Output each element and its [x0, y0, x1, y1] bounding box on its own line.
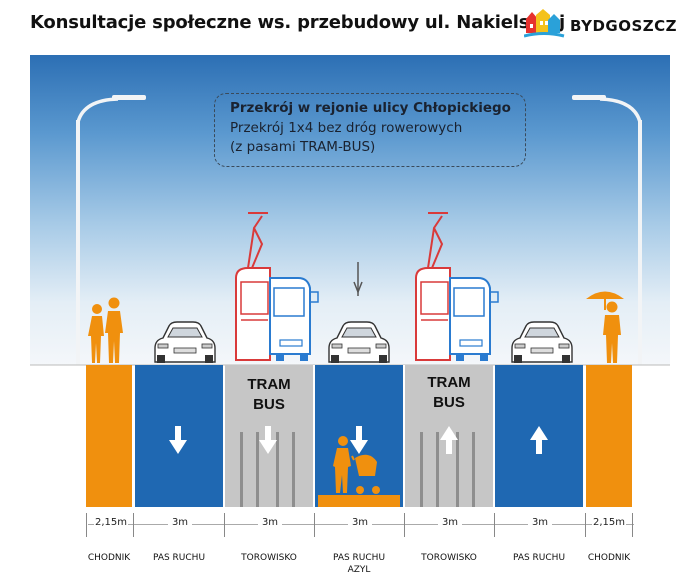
info-line-2: Przekrój 1x4 bez dróg rowerowych	[230, 120, 463, 136]
city-crest-icon	[523, 9, 565, 38]
lane-caption: PAS RUCHU	[152, 553, 206, 563]
dimension-tick	[585, 513, 586, 537]
arrow-up-icon	[440, 426, 458, 454]
width-label: 2,15m	[592, 517, 626, 528]
lane-caption: TOROWISKO	[241, 553, 297, 563]
dimension-tick	[632, 513, 633, 537]
center-pole-icon	[353, 262, 363, 296]
dimension-tick	[133, 513, 134, 537]
track-right-labels: TRAM BUS	[405, 365, 493, 507]
width-label: 2,15m	[94, 517, 128, 528]
car-icon-center	[328, 321, 390, 363]
lane-caption-line2: AZYL	[347, 565, 371, 575]
dimension-tick	[224, 513, 225, 537]
dimension-tick	[404, 513, 405, 537]
width-label: 3m	[348, 517, 372, 528]
car-icon-right	[511, 321, 573, 363]
width-label: 3m	[258, 517, 282, 528]
logo-text: BYDGOSZCZ	[570, 17, 678, 35]
arrow-down-icon	[259, 426, 277, 454]
lane-caption: CHODNIK	[587, 553, 631, 563]
pedestrian-refuge-icon	[318, 436, 400, 507]
sky-background	[30, 55, 670, 365]
lane-caption: PAS RUCHU AZYL	[315, 552, 403, 576]
rails-left	[240, 432, 295, 507]
width-label: 3m	[438, 517, 462, 528]
street-lamp-left	[76, 95, 146, 365]
sidewalk-right	[586, 365, 632, 507]
lane-caption: TOROWISKO	[421, 553, 477, 563]
dimension-tick	[86, 513, 87, 537]
page-title: Konsultacje społeczne ws. przebudowy ul.…	[30, 12, 565, 33]
width-label: 3m	[528, 517, 552, 528]
arrow-up-icon	[530, 426, 548, 454]
city-logo: BYDGOSZCZ	[523, 9, 684, 41]
dimension-tick	[494, 513, 495, 537]
tram-label: TRAM	[247, 376, 291, 393]
bus-label: BUS	[253, 396, 285, 413]
info-line-3: (z pasami TRAM-BUS)	[230, 139, 376, 155]
pedestrians-couple-icon	[88, 297, 123, 363]
rails-right	[420, 432, 475, 507]
street-lamp-right	[572, 95, 642, 365]
info-title: Przekrój w rejonie ulicy Chłopickiego	[230, 100, 511, 116]
tram-bus-icon-left	[235, 212, 319, 361]
pedestrian-umbrella-icon	[586, 291, 624, 363]
lane-caption: PAS RUCHU	[512, 553, 566, 563]
width-label: 3m	[168, 517, 192, 528]
track-left-labels: TRAM BUS	[225, 365, 313, 507]
tram-label: TRAM	[427, 374, 471, 391]
sidewalk-left	[86, 365, 132, 507]
arrow-down-icon	[350, 426, 368, 454]
car-icon-left	[154, 321, 216, 363]
lane-caption-line1: PAS RUCHU	[332, 553, 386, 563]
info-box: Przekrój w rejonie ulicy Chłopickiego Pr…	[214, 93, 526, 167]
tram-bus-icon-right	[415, 212, 499, 361]
bus-label: BUS	[433, 394, 465, 411]
lane-caption: CHODNIK	[87, 553, 131, 563]
arrow-down-icon	[169, 426, 187, 454]
dimension-tick	[314, 513, 315, 537]
